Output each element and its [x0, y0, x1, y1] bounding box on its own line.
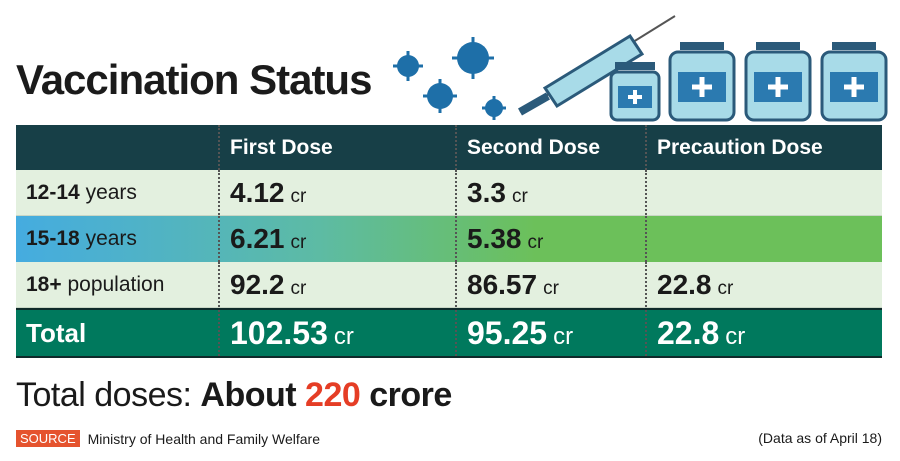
first-dose-cell: 92.2 cr	[218, 262, 455, 307]
header-cell	[16, 125, 218, 170]
total-precaution: 22.8 cr	[645, 310, 882, 356]
second-dose-cell: 3.3 cr	[455, 170, 645, 215]
row-label: 18+ population	[26, 272, 165, 296]
total-row: Total 102.53 cr 95.25 cr 22.8 cr	[16, 308, 882, 358]
page-title: Vaccination Status	[16, 56, 372, 103]
total-doses-summary: Total doses: About 220 crore	[16, 376, 452, 414]
data-as-of: (Data as of April 18)	[758, 430, 882, 446]
vaccine-illustration	[393, 15, 888, 122]
virus-spikes-icon	[393, 37, 506, 120]
row-label: 12-14 years	[26, 180, 137, 204]
header-second-dose: Second Dose	[455, 125, 645, 170]
total-first: 102.53 cr	[218, 310, 455, 356]
table-row: 18+ population 92.2 cr 86.57 cr 22.8 cr	[16, 262, 882, 308]
header-first-dose: First Dose	[218, 125, 455, 170]
vaccination-table: First Dose Second Dose Precaution Dose 1…	[16, 125, 882, 358]
vial-icon	[609, 42, 888, 122]
second-dose-cell: 86.57 cr	[455, 262, 645, 307]
first-dose-cell: 6.21 cr	[218, 216, 455, 262]
virus-icon	[397, 42, 503, 117]
total-label: Total	[26, 317, 87, 348]
row-label: 15-18 years	[26, 227, 137, 250]
syringe-icon	[518, 15, 676, 116]
first-dose-cell: 4.12 cr	[218, 170, 455, 215]
precaution-dose-cell	[645, 216, 882, 262]
table-row: 12-14 years 4.12 cr 3.3 cr	[16, 170, 882, 216]
second-dose-cell: 5.38 cr	[455, 216, 645, 262]
source-line: SOURCE Ministry of Health and Family Wel…	[16, 430, 320, 447]
source-text: Ministry of Health and Family Welfare	[87, 430, 320, 447]
header-precaution-dose: Precaution Dose	[645, 125, 882, 170]
table-row: 15-18 years 6.21 cr 5.38 cr	[16, 216, 882, 262]
precaution-dose-cell	[645, 170, 882, 215]
source-tag: SOURCE	[16, 430, 80, 447]
table-header: First Dose Second Dose Precaution Dose	[16, 125, 882, 170]
precaution-dose-cell: 22.8 cr	[645, 262, 882, 307]
total-second: 95.25 cr	[455, 310, 645, 356]
